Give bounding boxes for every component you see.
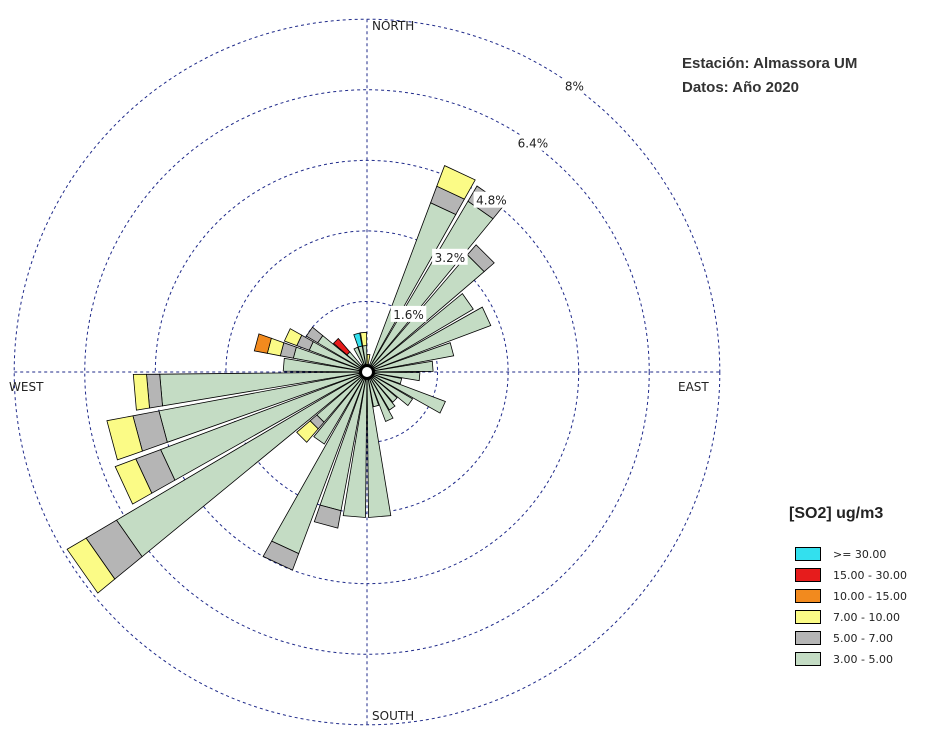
ring-4 <box>13 18 721 726</box>
ring-2 <box>154 159 580 585</box>
legend-item: >= 30.00 <box>795 545 907 563</box>
south-label: SOUTH <box>372 709 414 723</box>
petal-295-bin-2 <box>283 328 303 347</box>
legend-item: 5.00 - 7.00 <box>795 629 907 647</box>
legend-label: 5.00 - 7.00 <box>833 631 893 645</box>
legend-label: >= 30.00 <box>833 547 887 561</box>
petal-345-bin-5 <box>353 332 363 348</box>
svg-text:3.2%: 3.2% <box>435 251 466 265</box>
legend-item: 10.00 - 15.00 <box>795 587 907 605</box>
petal-225-bin-2 <box>296 420 319 443</box>
petal-layer <box>66 165 505 594</box>
petal-45-bin-1 <box>466 244 495 273</box>
petal-205-bin-1 <box>262 540 300 571</box>
petal-355-bin-2 <box>360 331 368 347</box>
legend-title: [SO2] ug/m3 <box>789 505 884 522</box>
legend-swatch <box>795 610 821 624</box>
petal-285-bin-3 <box>253 333 272 354</box>
ring-label-2: 4.8% <box>473 191 510 208</box>
legend-item: 3.00 - 5.00 <box>795 650 907 668</box>
legend-label: 3.00 - 5.00 <box>833 652 893 666</box>
compass-layer: NORTH EAST SOUTH WEST <box>9 19 709 723</box>
legend-item: 7.00 - 10.00 <box>795 608 907 626</box>
petal-255-bin-2 <box>106 415 143 461</box>
west-label: WEST <box>9 380 44 394</box>
legend-label: 7.00 - 10.00 <box>833 610 900 624</box>
legend-label: 15.00 - 30.00 <box>833 568 907 582</box>
legend-items: >= 30.00 15.00 - 30.00 10.00 - 15.00 7.00 -… <box>795 545 907 668</box>
petal-315-bin-4 <box>332 337 351 356</box>
petal-25-bin-2 <box>436 165 476 200</box>
east-label: EAST <box>678 380 709 394</box>
ring-label-layer: 1.6% 3.2% 4.8% 6.4% 8% <box>390 77 585 322</box>
ring-label-0: 1.6% <box>390 305 427 322</box>
legend-item: 15.00 - 30.00 <box>795 566 907 584</box>
station-name: Estación: Almassora UM <box>682 55 858 72</box>
data-period: Datos: Año 2020 <box>682 79 799 96</box>
svg-text:8%: 8% <box>565 80 584 94</box>
legend-swatch <box>795 652 821 666</box>
legend-swatch <box>795 589 821 603</box>
svg-text:4.8%: 4.8% <box>476 194 507 208</box>
legend: [SO2] ug/m3 >= 30.00 15.00 - 30.00 10.00 -… <box>789 505 907 671</box>
petal-195-bin-1 <box>313 504 342 529</box>
ring-0 <box>295 300 439 444</box>
legend-label: 10.00 - 15.00 <box>833 589 907 603</box>
ring-label-1: 3.2% <box>432 248 468 265</box>
ring-label-4: 8% <box>564 77 585 94</box>
petal-305-bin-1 <box>305 326 324 344</box>
legend-swatch <box>795 631 821 645</box>
ring-3 <box>84 89 650 655</box>
north-label: NORTH <box>372 19 414 33</box>
center-hub <box>359 364 375 380</box>
legend-swatch <box>795 568 821 582</box>
legend-swatch <box>795 547 821 561</box>
petal-245-bin-2 <box>114 458 153 505</box>
ring-1 <box>225 230 509 514</box>
station-info: Estación: Almassora UM Datos: Año 2020 <box>682 52 857 100</box>
svg-text:6.4%: 6.4% <box>518 137 549 151</box>
ring-label-3: 6.4% <box>515 134 551 151</box>
petal-235-bin-2 <box>66 537 116 594</box>
ring-layer <box>13 18 721 726</box>
svg-text:1.6%: 1.6% <box>393 308 424 322</box>
petal-265-bin-2 <box>132 373 150 411</box>
